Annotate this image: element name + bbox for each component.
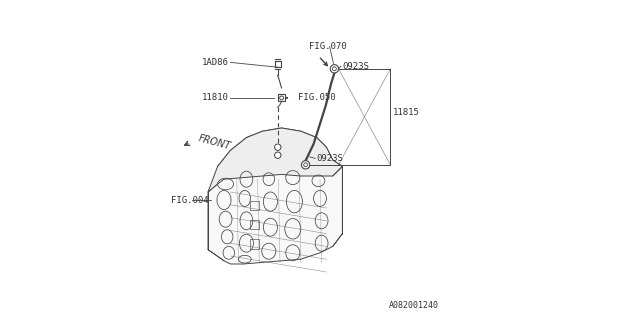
- Circle shape: [280, 96, 284, 100]
- Text: FIG.004: FIG.004: [172, 196, 209, 204]
- Circle shape: [275, 152, 281, 158]
- Circle shape: [301, 161, 310, 169]
- Circle shape: [330, 65, 339, 73]
- Polygon shape: [208, 128, 342, 192]
- Bar: [278, 94, 285, 101]
- Text: FRONT: FRONT: [197, 133, 232, 152]
- Text: 11815: 11815: [393, 108, 420, 116]
- Text: 0923S: 0923S: [317, 154, 344, 163]
- Text: 11810: 11810: [202, 93, 229, 102]
- Bar: [250, 201, 259, 210]
- Circle shape: [275, 144, 281, 150]
- Text: 1AD86: 1AD86: [202, 58, 229, 67]
- Text: FIG.050: FIG.050: [298, 93, 335, 102]
- Circle shape: [333, 67, 337, 71]
- Bar: [250, 239, 259, 249]
- Text: FIG.070: FIG.070: [309, 42, 346, 51]
- Bar: [250, 220, 259, 229]
- Text: A082001240: A082001240: [388, 301, 438, 310]
- Circle shape: [304, 163, 308, 167]
- Polygon shape: [208, 128, 342, 264]
- Text: 0923S: 0923S: [342, 62, 369, 71]
